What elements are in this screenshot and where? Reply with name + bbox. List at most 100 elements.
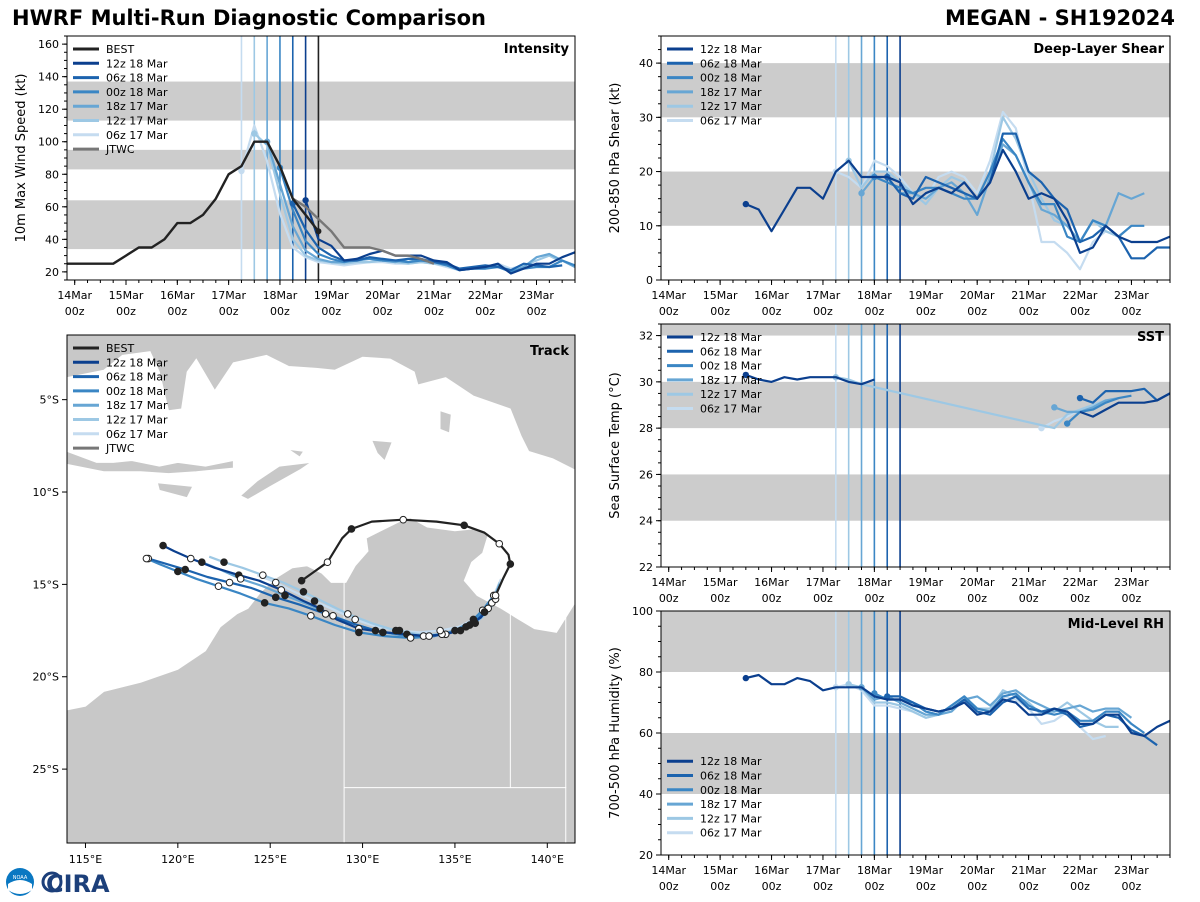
y-tick-label: 160 (38, 38, 59, 51)
lat-tick-label: 20°S (33, 671, 59, 684)
best-track-marker (506, 560, 515, 568)
track-marker (236, 575, 245, 583)
series-line-18z-17-mar (1053, 397, 1119, 413)
y-tick-label: 22 (639, 561, 653, 574)
y-tick-label: 100 (38, 136, 59, 149)
x-tick-sublabel: 00z (1070, 592, 1090, 605)
x-tick-sublabel: 00z (864, 592, 884, 605)
lon-tick-label: 135°E (438, 853, 471, 866)
jtwc-line (292, 197, 435, 265)
y-tick-label: 40 (639, 788, 653, 801)
x-tick-label: 21Mar (417, 289, 452, 302)
x-tick-label: 17Mar (211, 289, 246, 302)
panel-title: Intensity (504, 42, 570, 57)
track-marker (469, 615, 478, 624)
x-tick-label: 15Mar (703, 864, 738, 877)
x-tick-label: 14Mar (651, 864, 686, 877)
x-tick-sublabel: 00z (967, 305, 987, 318)
legend-label: 18z 17 Mar (700, 374, 762, 387)
x-tick-label: 16Mar (160, 289, 195, 302)
y-tick-label: 20 (45, 266, 59, 279)
panel-title: Deep-Layer Shear (1033, 42, 1164, 57)
x-tick-sublabel: 00z (916, 880, 936, 893)
track-marker (271, 593, 280, 602)
track-marker (351, 615, 359, 624)
series-line-00z-18-mar (1066, 394, 1132, 425)
x-tick-label: 19Mar (908, 576, 943, 589)
x-tick-sublabel: 00z (1019, 305, 1039, 318)
x-tick-label: 17Mar (806, 864, 841, 877)
x-tick-label: 20Mar (960, 864, 995, 877)
series-line-06z-18-mar (1079, 387, 1170, 404)
x-tick-label: 19Mar (314, 289, 349, 302)
best-track-end-point (315, 228, 322, 235)
x-tick-sublabel: 00z (1122, 880, 1142, 893)
track-marker (260, 599, 269, 607)
x-tick-label: 23Mar (519, 289, 554, 302)
y-tick-label: 30 (639, 376, 653, 389)
y-tick-label: 28 (639, 422, 653, 435)
y-tick-label: 20 (639, 849, 653, 862)
series-line-12z-18-mar (745, 673, 1170, 738)
legend-label: 06z 17 Mar (106, 428, 168, 441)
legend-label: JTWC (105, 442, 135, 455)
x-tick-sublabel: 00z (270, 305, 290, 318)
x-tick-label: 18Mar (857, 864, 892, 877)
y-tick-label: 26 (639, 468, 653, 481)
y-tick-label: 140 (38, 71, 59, 84)
borneo-sulawesi-land (67, 335, 575, 471)
x-tick-sublabel: 00z (1019, 592, 1039, 605)
track-marker (425, 632, 433, 640)
legend-label: 06z 18 Mar (700, 345, 762, 358)
x-tick-sublabel: 00z (813, 592, 833, 605)
track-marker (277, 586, 286, 594)
x-tick-sublabel: 00z (916, 305, 936, 318)
track-marker (436, 626, 444, 635)
x-tick-label: 16Mar (754, 864, 789, 877)
panel-track: 115°E 120°E 125°E 130°E 135°E 140°E 5°S 10°S 15°… (33, 334, 576, 866)
track-marker (395, 626, 404, 635)
x-tick-sublabel: 00z (710, 592, 730, 605)
lon-tick-label: 120°E (161, 853, 194, 866)
legend-label: 18z 17 Mar (106, 399, 168, 412)
x-tick-label: 23Mar (1114, 289, 1149, 302)
track-marker (329, 611, 337, 620)
threshold-band-2 (67, 81, 575, 121)
panel-sst: 22 24 26 28 30 32 14Mar 00z 15Mar 00z 16Mar 00z 17Ma… (608, 323, 1171, 605)
legend-label: 12z 17 Mar (106, 414, 168, 427)
x-tick-label: 20Mar (960, 289, 995, 302)
track-marker (299, 587, 308, 596)
track-marker (379, 628, 387, 637)
x-tick-label: 16Mar (754, 576, 789, 589)
x-tick-sublabel: 00z (1070, 305, 1090, 318)
track-marker (142, 554, 151, 563)
x-tick-sublabel: 00z (813, 305, 833, 318)
y-tick-label: 120 (38, 103, 59, 116)
x-tick-sublabel: 00z (219, 305, 239, 318)
x-tick-label: 16Mar (754, 289, 789, 302)
x-tick-sublabel: 00z (116, 305, 136, 318)
track-marker (316, 604, 324, 613)
sumba-land (156, 482, 194, 499)
legend-label: 12z 17 Mar (700, 388, 762, 401)
x-tick-sublabel: 00z (424, 305, 444, 318)
x-tick-sublabel: 00z (659, 880, 679, 893)
aru-land (439, 410, 452, 434)
x-tick-sublabel: 00z (762, 880, 782, 893)
x-tick-label: 14Mar (57, 289, 92, 302)
series-line-12z-17-mar (835, 376, 1107, 430)
track-marker (159, 541, 167, 550)
x-tick-label: 15Mar (703, 289, 738, 302)
best-track-marker (347, 525, 356, 533)
panel-title: Track (530, 344, 569, 359)
y-tick-label: 0 (646, 274, 653, 287)
x-tick-label: 23Mar (1114, 864, 1149, 877)
legend-label: BEST (106, 342, 134, 355)
x-tick-label: 19Mar (908, 864, 943, 877)
x-tick-label: 21Mar (1011, 864, 1046, 877)
y-tick-label: 30 (639, 111, 653, 124)
plot-area (67, 36, 575, 280)
series-start-point-5 (238, 167, 245, 175)
x-tick-label: 18Mar (857, 289, 892, 302)
x-tick-sublabel: 00z (710, 880, 730, 893)
